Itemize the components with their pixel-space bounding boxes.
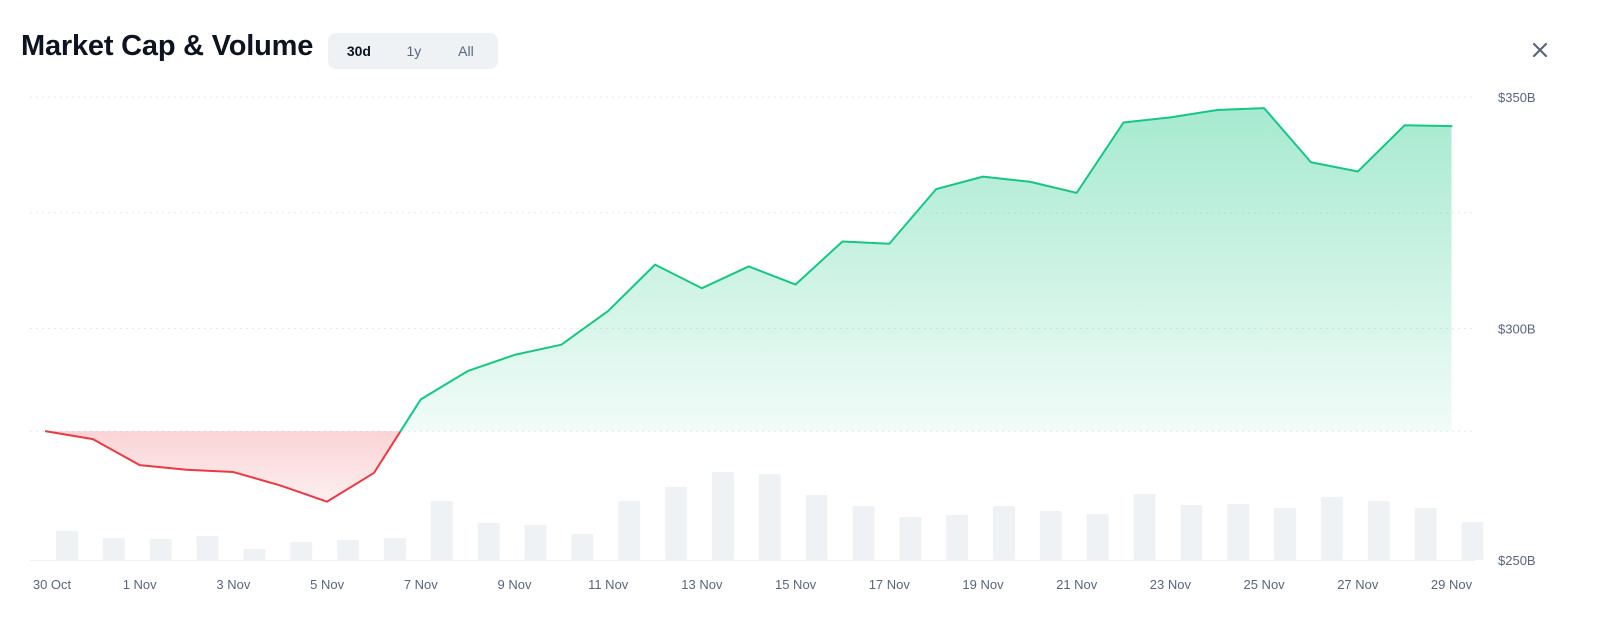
x-tick-label: 29 Nov	[1431, 577, 1473, 592]
volume-bar	[1461, 522, 1484, 560]
x-axis-ticks: 30 Oct 1 Nov 3 Nov 5 Nov 7 Nov 9 Nov 11 Nov 13 …	[33, 577, 1473, 592]
volume-bar	[805, 495, 828, 560]
range-all-button[interactable]: All	[458, 43, 474, 59]
volume-bar	[290, 542, 313, 560]
volume-bar	[1180, 505, 1203, 560]
range-30d-button[interactable]: 30d	[332, 37, 386, 65]
volume-bar	[383, 538, 406, 560]
market-cap-line	[45, 107, 1453, 503]
volume-bar	[993, 506, 1015, 560]
volume-bar	[196, 536, 219, 560]
volume-bar	[1414, 508, 1437, 560]
gain-area	[400, 108, 1452, 432]
volume-bar	[852, 506, 875, 560]
y-tick-label: $250B	[1498, 553, 1536, 568]
x-tick-label: 3 Nov	[216, 577, 250, 592]
volume-bar	[899, 517, 922, 560]
volume-bar	[571, 534, 594, 560]
x-tick-label: 19 Nov	[962, 577, 1004, 592]
volume-bar	[758, 474, 781, 560]
x-tick-label: 5 Nov	[310, 577, 344, 592]
volume-bar	[665, 487, 688, 560]
volume-bar	[618, 501, 641, 560]
volume-bar	[337, 540, 360, 560]
x-tick-label: 9 Nov	[498, 577, 532, 592]
loss-line	[45, 430, 402, 503]
volume-bar	[711, 472, 734, 560]
volume-bar	[524, 525, 547, 560]
volume-bar	[1086, 514, 1109, 560]
x-tick-label: 1 Nov	[123, 577, 157, 592]
volume-bar	[1133, 494, 1156, 560]
volume-bar	[56, 531, 78, 560]
x-tick-label: 11 Nov	[588, 577, 629, 592]
chart-title: Market Cap & Volume	[21, 30, 314, 62]
loss-area	[46, 431, 401, 502]
y-tick-label: $300B	[1498, 322, 1536, 337]
volume-bar	[102, 538, 125, 560]
x-tick-label: 7 Nov	[404, 577, 438, 592]
x-tick-label: 13 Nov	[681, 577, 723, 592]
gain-line	[399, 107, 1453, 433]
y-tick-label: $350B	[1498, 90, 1536, 105]
volume-bar	[1367, 501, 1390, 560]
volume-bar	[1274, 508, 1297, 560]
close-icon[interactable]	[1526, 36, 1554, 64]
volume-bar	[149, 539, 172, 560]
x-tick-label: 25 Nov	[1243, 577, 1285, 592]
volume-bar	[1320, 497, 1343, 560]
x-tick-label: 27 Nov	[1337, 577, 1379, 592]
x-tick-label: 17 Nov	[869, 577, 911, 592]
y-axis-ticks: $350B $300B $250B	[1498, 90, 1536, 568]
range-1y-button[interactable]: 1y	[406, 43, 422, 59]
volume-bar	[946, 515, 969, 560]
volume-bar	[477, 523, 500, 560]
volume-bar	[1227, 504, 1250, 560]
x-tick-label: 30 Oct	[33, 577, 72, 592]
x-tick-label: 23 Nov	[1150, 577, 1192, 592]
volume-bar	[243, 549, 266, 560]
x-tick-label: 21 Nov	[1056, 577, 1098, 592]
range-selector: 30d 1y All	[328, 33, 498, 69]
volume-bar	[1039, 511, 1062, 560]
market-cap-area	[46, 108, 1452, 502]
volume-bars	[56, 472, 1484, 560]
x-tick-label: 15 Nov	[775, 577, 817, 592]
volume-bar	[430, 501, 453, 560]
